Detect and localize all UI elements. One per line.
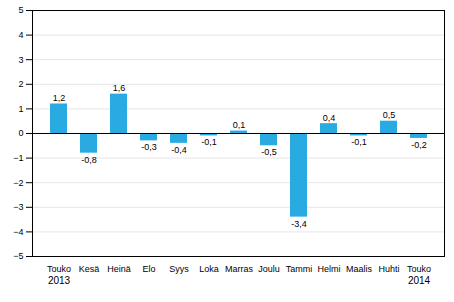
svg-text:0,5: 0,5 [383, 110, 396, 120]
svg-text:Syys: Syys [169, 264, 189, 274]
svg-text:Touko: Touko [47, 264, 71, 274]
svg-text:1,6: 1,6 [113, 83, 126, 93]
svg-text:Marras: Marras [225, 264, 254, 274]
svg-text:-0,4: -0,4 [171, 145, 187, 155]
svg-text:-0,1: -0,1 [351, 137, 367, 147]
svg-text:2014: 2014 [408, 275, 431, 286]
svg-text:Tammi: Tammi [286, 264, 313, 274]
svg-text:−1: −1 [13, 153, 23, 163]
svg-text:Helmi: Helmi [317, 264, 340, 274]
svg-text:Touko: Touko [407, 264, 431, 274]
svg-text:1: 1 [18, 104, 23, 114]
svg-text:3: 3 [18, 55, 23, 65]
svg-text:-0,8: -0,8 [81, 155, 97, 165]
svg-text:Elo: Elo [142, 264, 155, 274]
svg-text:0: 0 [18, 128, 23, 138]
svg-text:−4: −4 [13, 227, 23, 237]
svg-text:Huhti: Huhti [378, 264, 399, 274]
svg-text:-3,4: -3,4 [291, 219, 307, 229]
svg-text:−3: −3 [13, 202, 23, 212]
svg-text:2: 2 [18, 79, 23, 89]
svg-text:Loka: Loka [199, 264, 219, 274]
svg-text:5: 5 [18, 5, 23, 15]
svg-text:0,4: 0,4 [323, 113, 336, 123]
svg-text:−5: −5 [13, 251, 23, 261]
svg-text:-0,3: -0,3 [141, 142, 157, 152]
svg-text:Joulu: Joulu [258, 264, 280, 274]
svg-text:1,2: 1,2 [53, 93, 66, 103]
svg-text:−2: −2 [13, 178, 23, 188]
svg-text:0,1: 0,1 [233, 120, 246, 130]
svg-text:-0,1: -0,1 [201, 137, 217, 147]
svg-text:Heinä: Heinä [107, 264, 131, 274]
svg-text:-0,5: -0,5 [261, 147, 277, 157]
svg-text:Maalis: Maalis [346, 264, 373, 274]
svg-text:-0,2: -0,2 [411, 140, 427, 150]
svg-text:Kesä: Kesä [79, 264, 100, 274]
svg-text:2013: 2013 [48, 275, 71, 286]
svg-text:4: 4 [18, 30, 23, 40]
